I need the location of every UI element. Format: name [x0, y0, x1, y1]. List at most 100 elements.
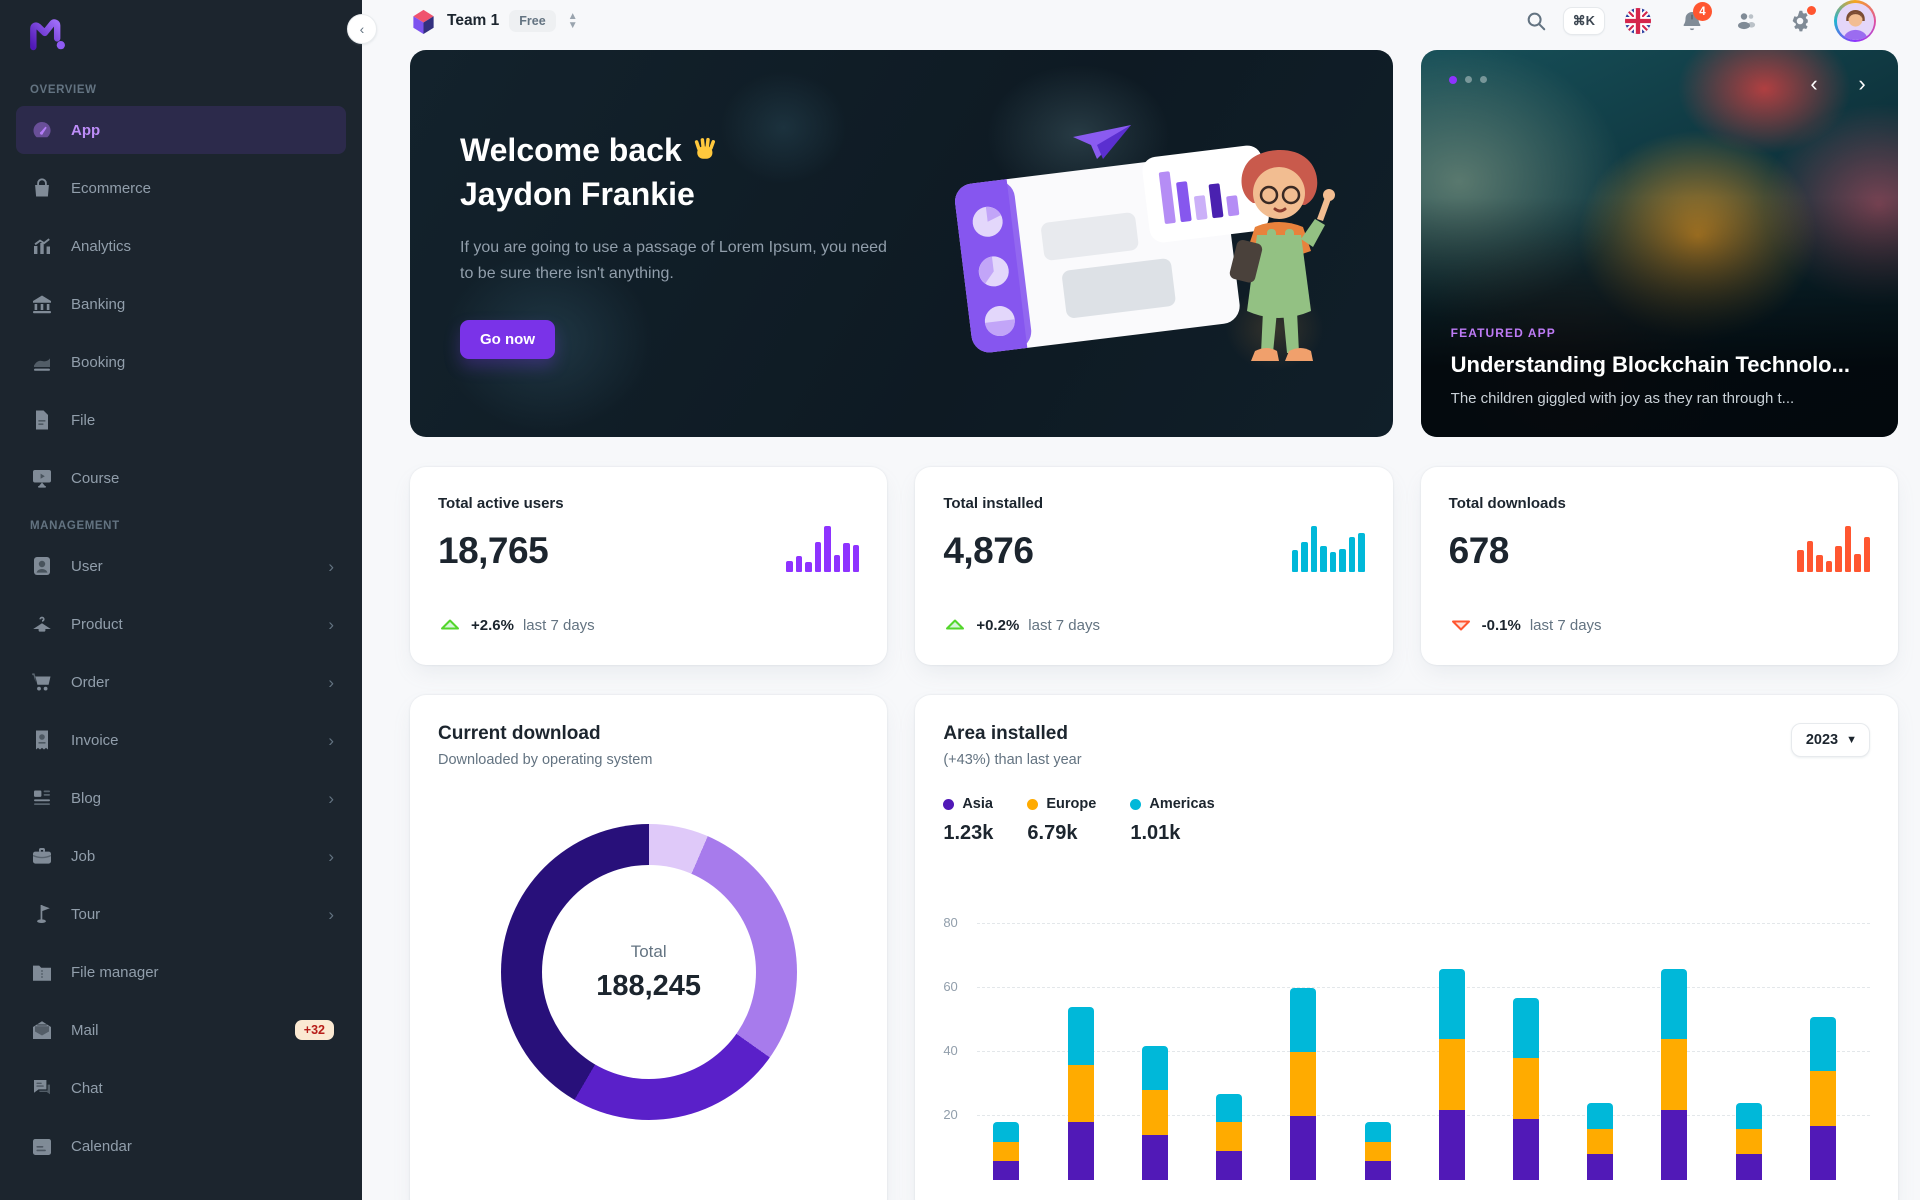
stat-title: Total active users — [438, 495, 564, 512]
bar-segment-europe — [993, 1141, 1020, 1161]
app-logo-icon[interactable] — [26, 14, 70, 58]
settings-button[interactable] — [1780, 1, 1820, 41]
sidebar-item-label: Tour — [71, 905, 101, 923]
featured-app-card[interactable]: ‹ › FEATURED APP Understanding Blockchai… — [1420, 50, 1898, 437]
sidebar-item-course[interactable]: Course — [16, 454, 346, 502]
sidebar-item-invoice[interactable]: Invoice › — [16, 716, 346, 764]
sidebar-item-job[interactable]: Job › — [16, 832, 346, 880]
notifications-button[interactable]: 4 — [1672, 1, 1712, 41]
tour-flag-icon — [37, 905, 50, 923]
chevron-down-icon: ▼ — [1846, 734, 1857, 746]
team-switcher[interactable]: Team 1 Free ▲ ▼ — [410, 8, 578, 35]
carousel-next-button[interactable]: › — [1858, 71, 1866, 96]
job-briefcase-icon — [32, 848, 52, 864]
blog-icon — [34, 790, 50, 805]
character-illustration — [1229, 149, 1335, 361]
course-icon — [33, 470, 51, 488]
welcome-user-name: Jaydon Frankie — [460, 176, 695, 213]
analytics-icon — [34, 238, 50, 254]
trend-up-icon — [943, 613, 967, 637]
bar-segment-americas — [1141, 1045, 1168, 1091]
stacked-bar — [1364, 1122, 1391, 1180]
bar-segment-asia — [1364, 1160, 1391, 1180]
carousel-dot-2[interactable] — [1464, 76, 1472, 83]
carousel-prev-button[interactable]: ‹ — [1810, 71, 1818, 96]
sidebar-item-product[interactable]: Product › — [16, 600, 346, 648]
top-header: Team 1 Free ▲ ▼ ⌘K — [362, 0, 1920, 42]
stat-title: Total downloads — [1448, 495, 1566, 512]
search-icon — [1527, 12, 1545, 31]
sidebar-item-label: File manager — [71, 963, 159, 981]
sidebar-item-banking[interactable]: Banking — [16, 280, 346, 328]
gridline — [977, 987, 1870, 988]
sidebar-item-calendar[interactable]: Calendar — [16, 1122, 346, 1170]
sidebar-item-label: Product — [71, 615, 123, 633]
donut-card-title: Current download — [438, 723, 601, 744]
bar-segment-americas — [1809, 1016, 1836, 1072]
sparkline-bar — [824, 526, 831, 572]
featured-title[interactable]: Understanding Blockchain Technolo... — [1450, 352, 1850, 377]
legend-label: Asia — [962, 796, 993, 812]
year-select-dropdown[interactable]: 2023 ▼ — [1790, 723, 1870, 757]
carousel-dot-1[interactable] — [1448, 76, 1457, 84]
chart-legend: Asia 1.23k Europe 6.79k Americas 1.01k — [943, 796, 1870, 845]
carousel-dot-3[interactable] — [1479, 76, 1487, 83]
bar-segment-americas — [1216, 1093, 1243, 1123]
chevron-right-icon: › — [328, 556, 334, 576]
sidebar-item-order[interactable]: Order › — [16, 658, 346, 706]
sidebar-item-label: Course — [71, 469, 120, 487]
stat-period: last 7 days — [1529, 616, 1602, 634]
language-button[interactable] — [1618, 1, 1658, 41]
sidebar-item-analytics[interactable]: Analytics — [16, 222, 346, 270]
area-card-title: Area installed — [943, 723, 1068, 744]
y-axis-tick-label: 20 — [943, 1107, 958, 1122]
sidebar-item-chat[interactable]: Chat — [16, 1064, 346, 1112]
sidebar-item-label: User — [71, 557, 103, 575]
stacked-bar — [1290, 988, 1317, 1180]
mail-count-badge: +32 — [294, 1020, 334, 1040]
contacts-button[interactable] — [1726, 1, 1766, 41]
go-now-button[interactable]: Go now — [460, 320, 555, 360]
shortcut-badge[interactable]: ⌘K — [1563, 8, 1604, 34]
sparkline-chart — [1291, 526, 1365, 572]
wave-emoji-icon — [694, 137, 715, 159]
sidebar-item-app[interactable]: App — [16, 106, 346, 154]
sparkline-bar — [843, 543, 850, 572]
legend-item-americas: Americas 1.01k — [1130, 796, 1215, 845]
sidebar-item-mail[interactable]: Mail +32 — [16, 1006, 346, 1054]
sidebar-item-blog[interactable]: Blog › — [16, 774, 346, 822]
legend-value: 6.79k — [1027, 822, 1078, 844]
sidebar-item-label: Chat — [71, 1079, 103, 1097]
dashboard-illustration — [954, 124, 1335, 361]
year-select-value: 2023 — [1805, 732, 1839, 748]
sparkline-bar — [1320, 545, 1327, 572]
legend-value: 1.01k — [1130, 822, 1181, 844]
chevron-right-icon: › — [328, 904, 334, 924]
featured-shade — [1420, 50, 1898, 437]
sidebar-item-tour[interactable]: Tour › — [16, 890, 346, 938]
featured-subtitle: The children giggled with joy as they ra… — [1450, 390, 1795, 407]
bar-segment-asia — [1809, 1125, 1836, 1180]
user-avatar[interactable] — [1834, 0, 1876, 42]
nav-section-label: OVERVIEW — [30, 84, 97, 96]
search-button[interactable] — [1516, 1, 1556, 41]
sidebar-collapse-button[interactable]: ‹ — [347, 14, 377, 44]
donut-chart: Total 188,245 — [500, 824, 797, 1120]
sidebar-item-ecommerce[interactable]: Ecommerce — [16, 164, 346, 212]
stacked-bar — [1587, 1103, 1614, 1180]
chevron-right-icon: › — [328, 614, 334, 634]
sidebar-item-label: Analytics — [71, 237, 132, 255]
bar-segment-americas — [1067, 1007, 1094, 1065]
stat-title: Total installed — [943, 495, 1044, 512]
legend-label: Americas — [1149, 796, 1215, 812]
bar-segment-europe — [1216, 1122, 1243, 1152]
stacked-bar — [1141, 1045, 1168, 1180]
sidebar-item-booking[interactable]: Booking — [16, 338, 346, 386]
sidebar-item-file-manager[interactable]: File manager — [16, 948, 346, 996]
sidebar-item-file[interactable]: File — [16, 396, 346, 444]
settings-alert-dot — [1807, 6, 1816, 15]
contacts-icon — [1738, 13, 1756, 30]
bar-segment-americas — [1512, 997, 1539, 1059]
sidebar-item-user[interactable]: User › — [16, 542, 346, 590]
sidebar-item-label: Job — [71, 847, 96, 865]
